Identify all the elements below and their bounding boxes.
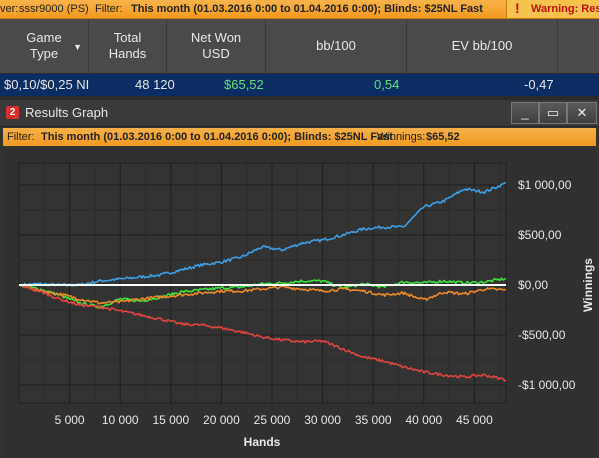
y-tick-label: $0,00 bbox=[518, 278, 548, 292]
x-tick-label: 15 000 bbox=[152, 413, 189, 427]
minimize-icon[interactable]: _ bbox=[511, 102, 539, 124]
filter-label: Filter: bbox=[95, 3, 123, 15]
x-tick-label: 40 000 bbox=[405, 413, 442, 427]
header-label: Total bbox=[113, 30, 142, 45]
x-tick-label: 10 000 bbox=[102, 413, 139, 427]
y-tick-label: $1 000,00 bbox=[518, 178, 572, 192]
y-axis-label: Winnings bbox=[581, 258, 595, 312]
cell-total-hands: 48 120 bbox=[135, 77, 175, 92]
table-row[interactable]: $0,10/$0,25 NI 48 120 $65,52 0,54 -0,47 bbox=[0, 74, 599, 96]
x-tick-label: 45 000 bbox=[456, 413, 493, 427]
window-badge-icon: 2 bbox=[6, 106, 19, 119]
blue-series-line bbox=[18, 182, 507, 288]
stats-table-header: Game Type ▼ Total Hands Net Won USD bb/100 … bbox=[0, 19, 599, 74]
cell-game-type: $0,10/$0,25 NI bbox=[4, 77, 90, 92]
player-prefix: ver: bbox=[0, 3, 19, 15]
cell-bb100: 0,54 bbox=[374, 77, 400, 92]
y-tick-label: -$1 000,00 bbox=[518, 378, 576, 392]
header-label: EV bb/100 bbox=[451, 38, 513, 53]
cell-net-won: $65,52 bbox=[224, 77, 264, 92]
close-icon[interactable]: ✕ bbox=[567, 102, 597, 124]
player-name[interactable]: sssr9000 (PS) bbox=[19, 3, 89, 15]
winnings-value: $65,52 bbox=[426, 131, 460, 143]
header-label: Hands bbox=[108, 46, 147, 61]
col-header-net-won[interactable]: Net Won USD bbox=[167, 19, 266, 73]
y-tick-label: -$500,00 bbox=[518, 328, 566, 342]
graph-filter-value[interactable]: This month (01.03.2016 0:00 to 01.04.201… bbox=[41, 131, 393, 143]
warning-banner[interactable]: ! Warning: Rest bbox=[506, 0, 599, 18]
x-tick-label: 30 000 bbox=[304, 413, 341, 427]
window-title: Results Graph bbox=[25, 105, 109, 120]
x-tick-label: 35 000 bbox=[355, 413, 392, 427]
x-axis-label: Hands bbox=[244, 435, 281, 449]
y-tick-label: $500,00 bbox=[518, 228, 562, 242]
header-label: USD bbox=[202, 46, 230, 61]
warning-text: Warning: Rest bbox=[531, 3, 599, 15]
restore-icon[interactable]: ▭ bbox=[539, 102, 567, 124]
filter-value[interactable]: This month (01.03.2016 0:00 to 01.04.201… bbox=[131, 3, 483, 15]
header-label: bb/100 bbox=[316, 38, 356, 53]
header-label: Net Won bbox=[190, 30, 242, 45]
window-titlebar[interactable]: 2 Results Graph _ ▭ ✕ bbox=[0, 100, 599, 127]
sort-dropdown-icon[interactable]: ▼ bbox=[73, 42, 82, 52]
top-filter-bar: ver: sssr9000 (PS) Filter: This month (0… bbox=[0, 0, 599, 19]
red-series-line bbox=[18, 284, 507, 382]
col-header-total-hands[interactable]: Total Hands bbox=[89, 19, 167, 73]
graph-filter-bar: Filter: This month (01.03.2016 0:00 to 0… bbox=[3, 128, 596, 146]
exclamation-icon: ! bbox=[515, 0, 520, 16]
col-header-ev-bb100[interactable]: EV bb/100 bbox=[407, 19, 558, 73]
cell-ev-bb100: -0,47 bbox=[524, 77, 554, 92]
orange-series-line bbox=[18, 284, 507, 305]
x-tick-label: 5 000 bbox=[55, 413, 85, 427]
col-header-game-type[interactable]: Game Type ▼ bbox=[0, 19, 89, 73]
header-label: Type bbox=[29, 46, 59, 61]
col-header-bb100[interactable]: bb/100 bbox=[266, 19, 407, 73]
winnings-label: Winnings: bbox=[377, 131, 426, 143]
header-label: Game bbox=[26, 30, 62, 45]
graph-filter-label: Filter: bbox=[7, 131, 35, 143]
x-tick-label: 25 000 bbox=[254, 413, 291, 427]
x-tick-label: 20 000 bbox=[203, 413, 240, 427]
